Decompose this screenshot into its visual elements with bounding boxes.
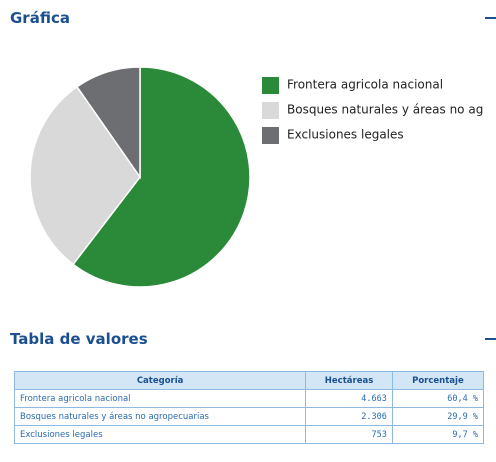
legend-swatch (262, 102, 279, 119)
table-cell: Frontera agricola nacional (13, 389, 307, 408)
legend-label: Exclusiones legales (287, 128, 404, 142)
table-row: Frontera agricola nacional 4.663 60,4 % (13, 389, 485, 408)
legend: Frontera agricola nacional Bosques natura… (262, 77, 496, 144)
table-cell: 60,4 % (391, 389, 485, 408)
table-cell: 753 (305, 425, 393, 444)
table-row: Exclusiones legales 753 9,7 % (13, 425, 485, 444)
pie-slice (29, 85, 141, 266)
column-header: Hectáreas (305, 371, 393, 390)
column-header: Categoría (13, 371, 307, 390)
legend-label: Frontera agricola nacional (287, 78, 443, 92)
section-title: Gráfica (10, 9, 70, 27)
legend-label: Bosques naturales y áreas no agropecuari… (287, 103, 496, 117)
table-cell: Bosques naturales y áreas no agropecuari… (13, 407, 307, 426)
table-cell: 9,7 % (391, 425, 485, 444)
column-header: Porcentaje (391, 371, 485, 390)
table-cell: 2.306 (305, 407, 393, 426)
legend-swatch (262, 77, 279, 94)
legend-swatch (262, 127, 279, 144)
table-cell: Exclusiones legales (13, 425, 307, 444)
pie-slice (75, 66, 141, 180)
pie-slice (72, 66, 251, 288)
values-table: Categoría Hectáreas Porcentaje Frontera agr… (13, 371, 485, 444)
table-cell: 4.663 (305, 389, 393, 408)
section-title: Tabla de valores (10, 330, 148, 348)
table-cell: 29,9 % (391, 407, 485, 426)
pie (29, 66, 251, 288)
table-row: Bosques naturales y áreas no agropecuari… (13, 407, 485, 426)
